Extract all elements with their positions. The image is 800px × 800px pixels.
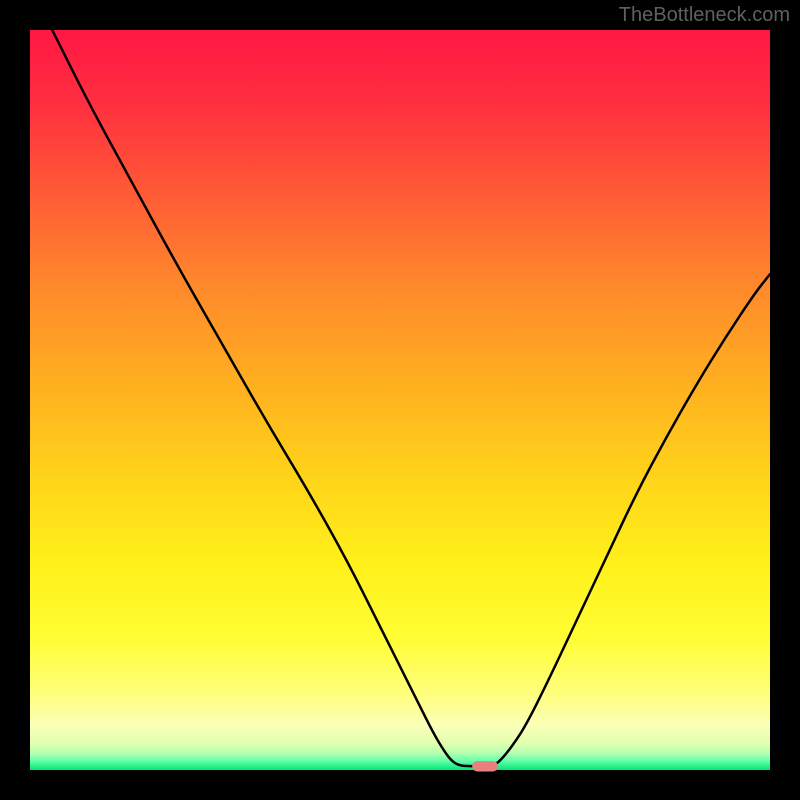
plot-area-gradient — [30, 30, 770, 770]
chart-svg — [0, 0, 800, 800]
bottleneck-chart: TheBottleneck.com — [0, 0, 800, 800]
optimal-marker — [472, 761, 498, 771]
watermark-text: TheBottleneck.com — [619, 4, 790, 27]
